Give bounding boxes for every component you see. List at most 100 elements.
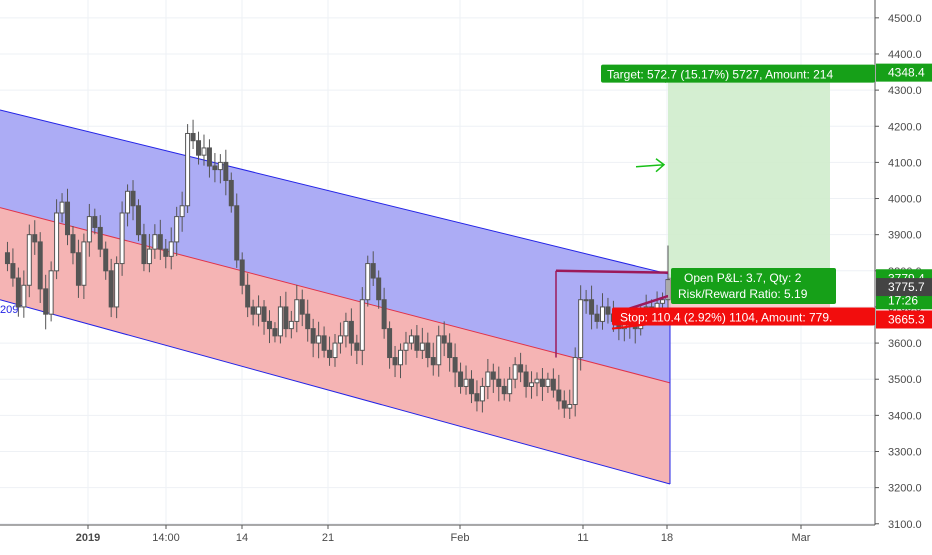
candle-body [392, 357, 398, 366]
candle-body [545, 378, 551, 387]
candle-body [589, 299, 595, 315]
candle-body [26, 234, 32, 286]
candle-body [266, 320, 272, 330]
candle-body [43, 288, 49, 315]
candle-body [185, 132, 191, 207]
candle-body [250, 306, 256, 315]
candle-body [523, 371, 529, 387]
candle-body [206, 147, 212, 167]
candle-body [501, 385, 507, 395]
candle-body [272, 328, 278, 337]
time-tick-label: 11 [577, 532, 588, 544]
candle-body [512, 364, 518, 380]
candle-body [430, 357, 436, 366]
price-tick-label: 3100.0 [888, 519, 922, 531]
candle-body [452, 357, 458, 373]
candle-body [10, 263, 16, 279]
candle-body [310, 328, 316, 344]
candle-body [321, 335, 327, 351]
candle-body [81, 241, 87, 286]
candle-body [103, 248, 109, 272]
target-zone [668, 72, 830, 279]
candle-body [337, 335, 343, 344]
price-tick-label: 4200.0 [888, 121, 922, 133]
candle-body [283, 306, 289, 330]
candle-body [419, 342, 425, 351]
candle-body [436, 335, 442, 366]
candle-body [599, 306, 605, 322]
candle-body [556, 389, 562, 402]
regression-channel: 209 [0, 109, 671, 485]
candle-body [59, 201, 65, 214]
candle-body [239, 259, 245, 286]
time-tick-label: 2019 [76, 532, 100, 544]
candle-body [277, 306, 283, 337]
candle-body [479, 385, 485, 402]
candle-body [594, 313, 600, 322]
channel-mid-line [0, 207, 671, 384]
price-tick-label: 4000.0 [888, 194, 922, 206]
candle-body [212, 165, 218, 171]
candle-body [32, 234, 38, 243]
price-tick-label: 3900.0 [888, 230, 922, 242]
candle-body [168, 241, 174, 257]
candle-body [550, 378, 556, 391]
time-tick-label: 21 [322, 532, 334, 544]
stop-price-tag-box [876, 310, 932, 329]
candle-body [474, 393, 480, 402]
candle-body [425, 342, 431, 359]
candle-body [70, 234, 76, 254]
candle-body [518, 364, 524, 373]
price-tick-label: 4500.0 [888, 13, 922, 25]
candle-body [294, 299, 300, 322]
candle-body [54, 212, 60, 272]
time-tick-label: 14 [236, 532, 248, 544]
candle-body [414, 335, 420, 351]
price-tick-label: 3500.0 [888, 374, 922, 386]
candle-body [196, 140, 202, 156]
current-price-tag-box [876, 278, 932, 297]
pnl-label-line2: Risk/Reward Ratio: 5.19 [678, 287, 808, 301]
time-tick-label: 18 [661, 532, 673, 544]
candle-body [130, 190, 136, 207]
target-label-text: Target: 572.7 (15.17%) 5727, Amount: 214 [607, 68, 833, 82]
candle-body [398, 349, 404, 366]
candle-body [539, 378, 545, 387]
countdown-tag-text: 17:26 [888, 293, 918, 307]
candle-body [125, 190, 131, 214]
price-tick-label: 4400.0 [888, 49, 922, 61]
candles [4, 119, 671, 419]
candle-body [354, 342, 360, 351]
candle-body [365, 263, 371, 301]
candle-body [468, 378, 474, 395]
candle-body [490, 371, 496, 380]
candle-body [316, 335, 322, 344]
candle-body [152, 234, 158, 250]
channel-upper-band [0, 109, 670, 383]
price-tick-label: 3600.0 [888, 338, 922, 350]
time-axis: 2019 14:00 14 21 Feb 11 18 Mar [0, 524, 875, 550]
candle-body [463, 378, 469, 387]
candle-body [108, 270, 114, 308]
candle-body [21, 284, 27, 308]
candle-body [485, 371, 491, 387]
candle-body [4, 252, 10, 265]
candle-body [376, 277, 382, 301]
candle-body [163, 248, 169, 257]
candle-body [86, 216, 92, 243]
price-tick-label: 3200.0 [888, 483, 922, 495]
channel-length-label: 209 [0, 304, 18, 316]
target-price-tag-box [876, 63, 932, 82]
candle-body [157, 234, 163, 250]
candle-body [15, 277, 21, 308]
candle-body [135, 205, 141, 236]
candle-body [660, 299, 666, 304]
price-tick-label: 3300.0 [888, 446, 922, 458]
candle-body [332, 342, 338, 359]
candle-body [92, 216, 98, 228]
candle-body [370, 263, 376, 279]
candle-body [381, 299, 387, 330]
candle-body [572, 357, 578, 406]
